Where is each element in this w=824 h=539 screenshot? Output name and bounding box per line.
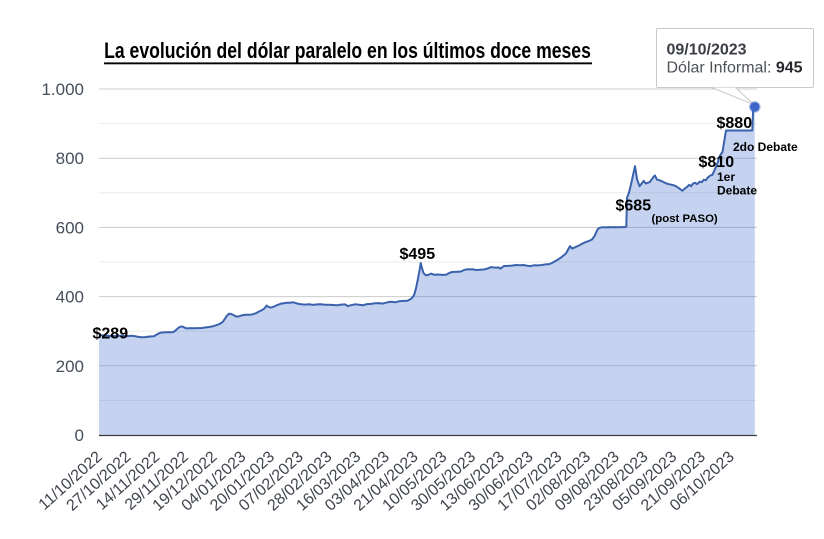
svg-text:600: 600	[56, 218, 84, 237]
svg-text:$289: $289	[93, 326, 129, 343]
svg-text:1.000: 1.000	[41, 80, 84, 99]
svg-text:2do Debate: 2do Debate	[733, 140, 798, 154]
svg-text:Debate: Debate	[717, 184, 757, 198]
svg-text:$685: $685	[616, 198, 652, 215]
svg-text:$880: $880	[717, 115, 753, 132]
svg-text:400: 400	[56, 288, 84, 307]
svg-text:1er: 1er	[717, 170, 735, 184]
svg-text:$495: $495	[400, 246, 436, 263]
svg-text:$810: $810	[699, 154, 735, 171]
svg-text:Dólar Informal: 945: Dólar Informal: 945	[667, 60, 803, 77]
svg-text:800: 800	[56, 149, 84, 168]
svg-text:200: 200	[56, 357, 84, 376]
svg-text:(post PASO): (post PASO)	[652, 213, 718, 225]
svg-text:09/10/2023: 09/10/2023	[667, 42, 747, 59]
svg-text:0: 0	[75, 426, 84, 445]
svg-text:La evolución del dólar paralel: La evolución del dólar paralelo en los ú…	[104, 39, 591, 63]
